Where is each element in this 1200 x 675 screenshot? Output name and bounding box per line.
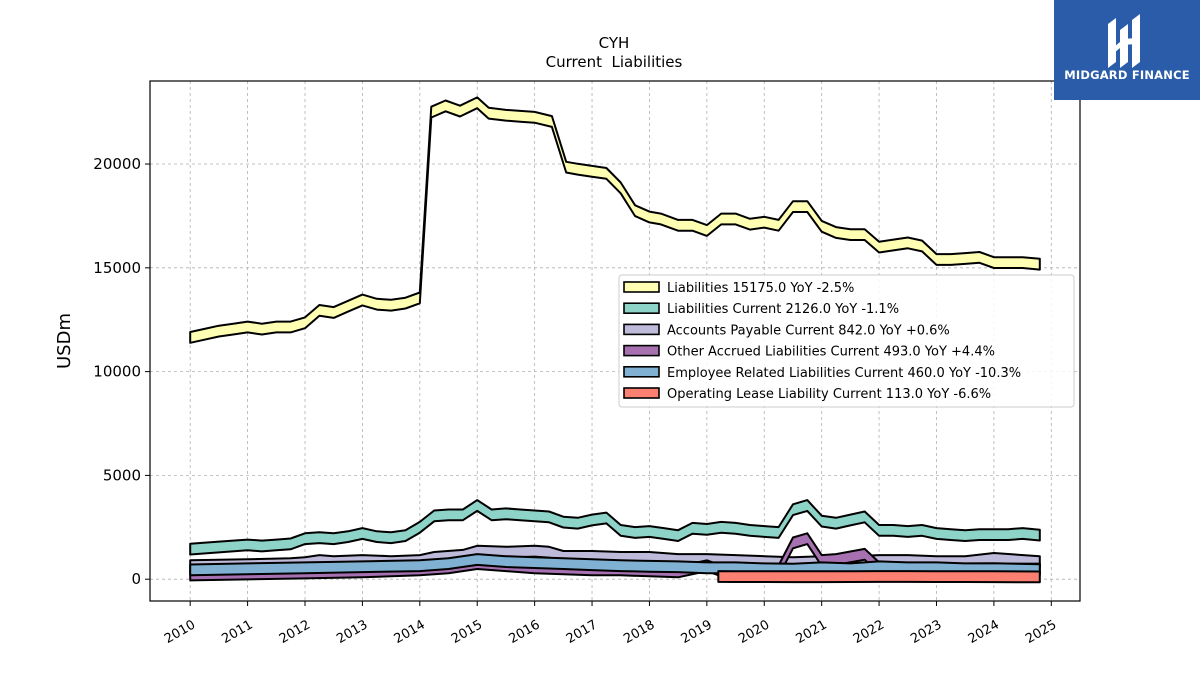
y-tick-label: 0	[131, 570, 141, 588]
legend-label: Operating Lease Liability Current 113.0 …	[667, 387, 991, 402]
series-group	[189, 96, 1041, 584]
x-tick-label: 2015	[449, 617, 485, 647]
legend-label: Other Accrued Liabilities Current 493.0 …	[667, 345, 995, 360]
legend-label: Liabilities 15175.0 YoY -2.5%	[667, 281, 854, 296]
legend-swatch	[623, 387, 660, 399]
legend-label: Liabilities Current 2126.0 YoY -1.1%	[667, 302, 899, 317]
x-tick-label: 2020	[736, 617, 772, 647]
x-tick-label: 2019	[679, 617, 715, 647]
legend-label: Accounts Payable Current 842.0 YoY +0.6%	[667, 323, 950, 338]
x-tick-label: 2021	[794, 617, 830, 647]
x-tick-label: 2022	[851, 617, 887, 647]
series-liabilities	[189, 96, 1041, 344]
brand-logo: MIDGARD FINANCE	[1054, 0, 1200, 100]
midgard-logo-icon	[1108, 14, 1140, 68]
legend-label: Employee Related Liabilities Current 460…	[667, 366, 1021, 381]
x-tick-label: 2023	[908, 617, 944, 647]
legend-swatch	[623, 281, 660, 293]
x-tick-label: 2017	[564, 617, 600, 647]
brand-name: MIDGARD FINANCE	[1064, 68, 1190, 82]
plot-frame	[149, 80, 1081, 602]
legend-swatch	[623, 323, 660, 336]
x-tick-label: 2011	[219, 617, 255, 647]
x-tick-label: 2024	[966, 617, 1002, 647]
y-tick-label: 5000	[103, 466, 141, 484]
series-liabilities-current	[189, 499, 1041, 556]
x-tick-label: 2018	[621, 617, 657, 647]
y-axis-label: USDm	[54, 313, 75, 369]
chart-subtitle: Current Liabilities	[546, 53, 683, 71]
x-tick-label: 2016	[506, 617, 542, 647]
series-operating-lease-liability-current	[717, 570, 1041, 584]
x-tick-label: 2025	[1023, 617, 1059, 647]
x-tick-label: 2012	[277, 617, 313, 647]
y-tick-label: 10000	[93, 363, 141, 381]
x-tick-label: 2010	[162, 617, 198, 647]
y-tick-label: 20000	[93, 155, 141, 173]
y-tick-label: 15000	[93, 259, 141, 277]
chart-title: CYH	[599, 34, 630, 52]
legend-swatch	[623, 365, 660, 378]
x-tick-label: 2013	[334, 617, 370, 647]
x-tick-label: 2014	[392, 617, 428, 647]
legend: Liabilities 15175.0 YoY -2.5% Liabilities…	[618, 274, 1075, 408]
legend-swatch	[623, 302, 660, 315]
legend-box	[618, 274, 1075, 408]
legend-swatch	[623, 344, 660, 357]
